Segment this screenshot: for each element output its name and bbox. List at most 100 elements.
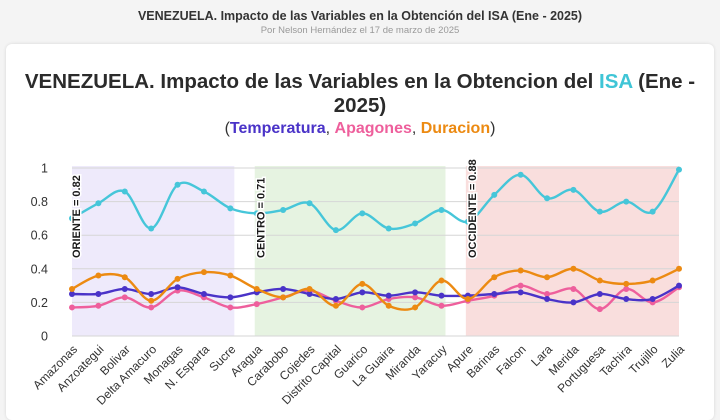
point-duracion-barinas[interactable] xyxy=(491,274,498,281)
subtitle-sep1: , xyxy=(325,120,335,137)
point-isa-apure[interactable] xyxy=(464,218,471,225)
point-duracion-falcon[interactable] xyxy=(517,267,524,274)
point-isa-lara[interactable] xyxy=(544,195,551,202)
point-duracion-guarico[interactable] xyxy=(359,280,366,287)
point-temperatura-lara[interactable] xyxy=(544,296,551,303)
point-duracion-yaracuy[interactable] xyxy=(438,277,445,284)
point-apagones-portuguesa[interactable] xyxy=(596,306,603,313)
point-isa-aragua[interactable] xyxy=(253,210,260,217)
point-duracion-n-esparta[interactable] xyxy=(200,269,207,276)
point-isa-bolivar[interactable] xyxy=(121,188,128,195)
point-duracion-anzoategui[interactable] xyxy=(95,272,102,279)
point-isa-miranda[interactable] xyxy=(412,220,419,227)
point-duracion-trujillo[interactable] xyxy=(649,277,656,284)
point-temperatura-miranda[interactable] xyxy=(412,289,419,296)
region-band-0 xyxy=(72,166,235,336)
point-isa-la-guaira[interactable] xyxy=(385,225,392,232)
point-temperatura-n-esparta[interactable] xyxy=(200,291,207,297)
chart-title-part3: (Ene - 2025) xyxy=(333,70,696,117)
y-tick-label: 0 xyxy=(41,330,48,344)
author-link[interactable]: Nelson Hernández xyxy=(278,25,357,36)
subtitle-close: ) xyxy=(490,120,496,137)
point-apagones-sucre[interactable] xyxy=(227,304,234,311)
point-isa-yaracuy[interactable] xyxy=(438,207,445,213)
point-temperatura-zulia[interactable] xyxy=(676,282,682,289)
point-temperatura-anzoategui[interactable] xyxy=(95,291,102,297)
point-temperatura-cojedes[interactable] xyxy=(306,291,313,297)
point-isa-n-esparta[interactable] xyxy=(200,188,207,195)
point-duracion-sucre[interactable] xyxy=(227,272,234,279)
point-temperatura-amazonas[interactable] xyxy=(69,291,75,297)
point-duracion-monagas[interactable] xyxy=(174,275,181,282)
point-duracion-apure[interactable] xyxy=(464,296,471,303)
point-temperatura-carabobo[interactable] xyxy=(280,285,287,292)
point-isa-trujillo[interactable] xyxy=(649,208,656,215)
point-isa-anzoategui[interactable] xyxy=(95,200,102,207)
point-temperatura-sucre[interactable] xyxy=(227,294,234,301)
point-isa-distrito-capital[interactable] xyxy=(332,227,339,234)
point-duracion-portuguesa[interactable] xyxy=(596,277,603,284)
point-isa-tachira[interactable] xyxy=(623,198,630,205)
point-isa-cojedes[interactable] xyxy=(306,200,313,207)
point-isa-merida[interactable] xyxy=(570,186,577,193)
point-duracion-delta-amacuro[interactable] xyxy=(148,297,155,304)
point-apagones-bolivar[interactable] xyxy=(121,294,128,301)
region-label-1: CENTRO = 0.71 xyxy=(256,178,268,258)
point-duracion-distrito-capital[interactable] xyxy=(332,302,339,309)
point-temperatura-barinas[interactable] xyxy=(491,291,498,297)
point-isa-amazonas[interactable] xyxy=(69,215,75,222)
point-apagones-guarico[interactable] xyxy=(359,304,366,311)
point-temperatura-trujillo[interactable] xyxy=(649,296,656,303)
point-isa-carabobo[interactable] xyxy=(280,207,287,213)
point-temperatura-merida[interactable] xyxy=(570,299,577,306)
point-duracion-aragua[interactable] xyxy=(253,285,260,292)
point-isa-sucre[interactable] xyxy=(227,205,234,212)
point-duracion-miranda[interactable] xyxy=(412,304,419,311)
point-isa-falcon[interactable] xyxy=(517,171,524,178)
point-apagones-anzoategui[interactable] xyxy=(95,302,102,309)
point-duracion-lara[interactable] xyxy=(544,274,551,281)
point-temperatura-yaracuy[interactable] xyxy=(438,292,445,299)
chart-subtitle: (Temperatura, Apagones, Duracion) xyxy=(6,120,714,138)
y-tick-label: 1 xyxy=(41,162,48,176)
point-duracion-cojedes[interactable] xyxy=(306,285,313,292)
point-duracion-zulia[interactable] xyxy=(676,265,682,272)
point-isa-zulia[interactable] xyxy=(676,166,682,173)
point-isa-barinas[interactable] xyxy=(491,191,498,198)
point-duracion-carabobo[interactable] xyxy=(280,294,287,301)
y-tick-label: 0.4 xyxy=(31,262,48,276)
point-duracion-amazonas[interactable] xyxy=(69,285,75,292)
point-temperatura-bolivar[interactable] xyxy=(121,285,128,292)
point-apagones-lara[interactable] xyxy=(544,291,551,297)
point-duracion-tachira[interactable] xyxy=(623,280,630,287)
point-apagones-miranda[interactable] xyxy=(412,294,419,301)
point-apagones-falcon[interactable] xyxy=(517,282,524,289)
point-apagones-merida[interactable] xyxy=(570,285,577,292)
point-temperatura-distrito-capital[interactable] xyxy=(332,296,339,303)
point-apagones-tachira[interactable] xyxy=(623,285,630,292)
point-isa-delta-amacuro[interactable] xyxy=(148,225,155,232)
x-tick-label: Zulia xyxy=(659,342,688,371)
region-band-2 xyxy=(465,166,679,336)
x-tick-label: Falcon xyxy=(493,342,528,377)
point-apagones-amazonas[interactable] xyxy=(69,304,75,311)
point-duracion-la-guaira[interactable] xyxy=(385,302,392,309)
point-isa-guarico[interactable] xyxy=(359,210,366,217)
point-duracion-merida[interactable] xyxy=(570,265,577,272)
point-isa-portuguesa[interactable] xyxy=(596,208,603,215)
point-temperatura-monagas[interactable] xyxy=(174,284,181,291)
point-apagones-delta-amacuro[interactable] xyxy=(148,304,155,311)
legend-temperatura: Temperatura xyxy=(229,120,326,137)
point-temperatura-guarico[interactable] xyxy=(359,289,366,296)
page-header: VENEZUELA. Impacto de las Variables en l… xyxy=(0,0,720,44)
point-temperatura-tachira[interactable] xyxy=(623,296,630,303)
region-bands xyxy=(72,166,679,336)
point-apagones-aragua[interactable] xyxy=(253,301,260,308)
point-duracion-bolivar[interactable] xyxy=(121,274,128,281)
point-temperatura-falcon[interactable] xyxy=(517,289,524,296)
point-temperatura-delta-amacuro[interactable] xyxy=(148,291,155,297)
point-temperatura-portuguesa[interactable] xyxy=(596,291,603,297)
point-isa-monagas[interactable] xyxy=(174,181,181,188)
point-apagones-yaracuy[interactable] xyxy=(438,302,445,309)
point-temperatura-la-guaira[interactable] xyxy=(385,292,392,299)
